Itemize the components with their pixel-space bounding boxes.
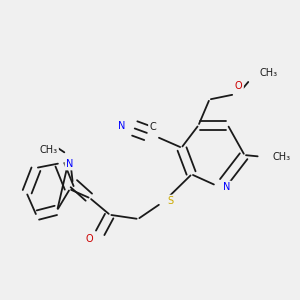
Text: CH₃: CH₃: [272, 152, 291, 162]
Text: O: O: [86, 234, 94, 244]
Text: S: S: [168, 196, 174, 206]
Text: CH₃: CH₃: [39, 145, 57, 155]
Text: C: C: [150, 122, 156, 132]
Text: CH₃: CH₃: [272, 152, 291, 162]
Text: O: O: [235, 81, 242, 91]
Text: S: S: [168, 196, 174, 206]
Text: N: N: [118, 121, 125, 131]
Text: CH₃: CH₃: [259, 68, 277, 78]
Text: CH₃: CH₃: [39, 145, 57, 155]
Text: N: N: [66, 159, 74, 169]
Text: C: C: [150, 122, 156, 132]
Text: N: N: [224, 182, 231, 192]
Text: N: N: [66, 159, 74, 169]
Text: O: O: [235, 81, 242, 91]
Text: CH₃: CH₃: [259, 68, 277, 78]
Text: N: N: [118, 121, 125, 131]
Text: N: N: [224, 182, 231, 192]
Text: O: O: [86, 234, 94, 244]
